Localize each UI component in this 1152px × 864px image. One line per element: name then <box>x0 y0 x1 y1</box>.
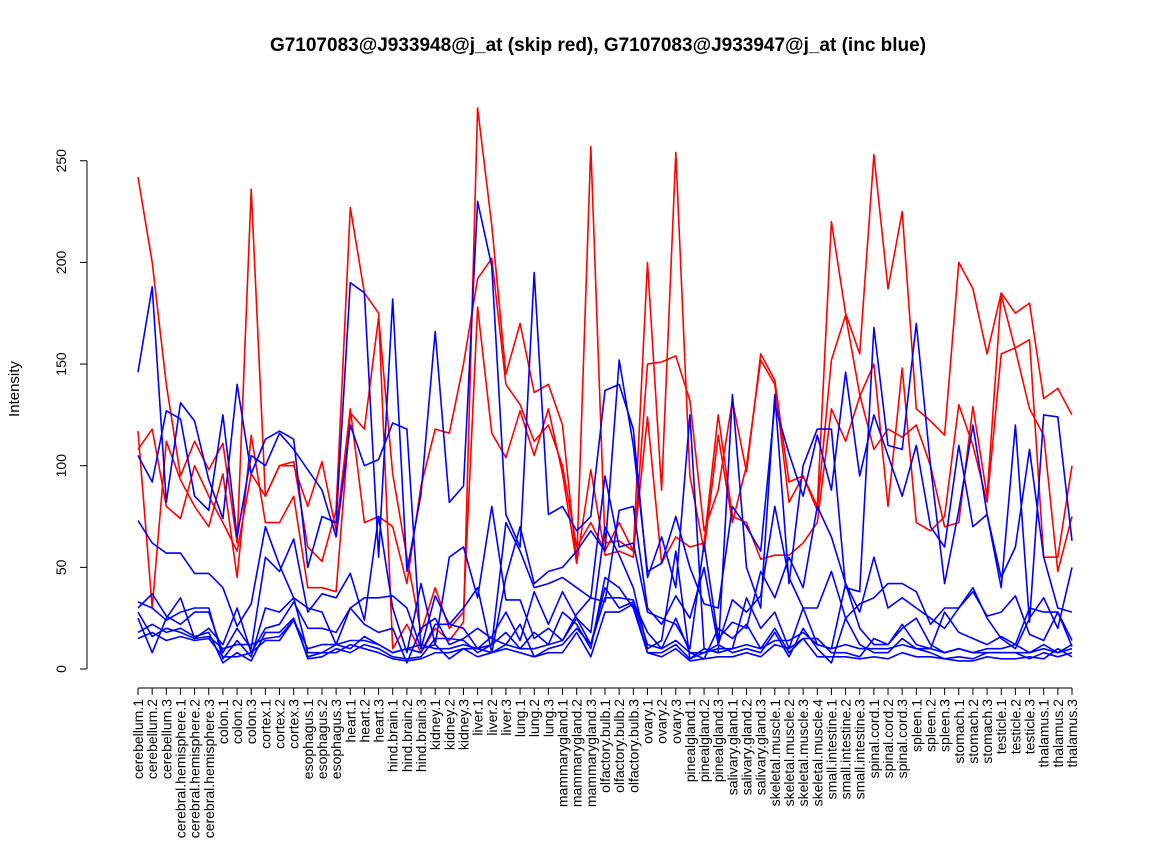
y-tick-label: 100 <box>53 454 69 478</box>
x-tick-label: small.intestine.1 <box>823 699 839 800</box>
inc-series-line <box>137 525 1073 660</box>
x-tick-label: hind.brain.1 <box>385 699 401 772</box>
x-tick-label: stomach.2 <box>965 699 981 764</box>
x-tick-label: liver.1 <box>470 699 486 736</box>
x-tick-label: skeletal.muscle.3 <box>795 699 811 807</box>
x-tick-label: cortex.2 <box>272 699 288 749</box>
x-tick-label: spleen.1 <box>908 699 924 752</box>
x-tick-label: lung.3 <box>540 699 556 737</box>
x-tick-label: testicle.3 <box>1022 699 1038 754</box>
x-tick-label: mammarygland.2 <box>569 699 585 807</box>
x-tick-label: cerebral.hemisphere.3 <box>201 699 217 839</box>
inc-series-line <box>137 475 1073 660</box>
x-tick-label: esophagus.2 <box>314 699 330 779</box>
inc-series-line <box>137 200 1073 654</box>
y-tick-label: 50 <box>53 559 69 575</box>
inc-series-line <box>137 586 1073 664</box>
x-tick-label: skeletal.muscle.1 <box>767 699 783 807</box>
x-tick-label: thalamus.1 <box>1036 699 1052 768</box>
x-tick-label: ovary.3 <box>668 699 684 744</box>
x-tick-label: small.intestine.3 <box>852 699 868 800</box>
x-tick-label: kidney.2 <box>441 699 457 750</box>
x-tick-label: lung.1 <box>512 699 528 737</box>
x-tick-label: cerebral.hemisphere.2 <box>187 699 203 839</box>
x-tick-label: thalamus.2 <box>1050 699 1066 768</box>
x-tick-label: liver.2 <box>484 699 500 736</box>
x-tick-label: heart.3 <box>371 699 387 743</box>
x-tick-label: hind.brain.2 <box>399 699 415 772</box>
x-tick-label: skeletal.muscle.2 <box>781 699 797 807</box>
x-tick-label: esophagus.3 <box>328 699 344 779</box>
inc-series-line <box>137 359 1073 654</box>
x-tick-label: colon.3 <box>243 699 259 744</box>
x-tick-label: mammarygland.3 <box>583 699 599 807</box>
x-tick-label: olfactory.bulb.2 <box>611 699 627 793</box>
x-tick-label: pinealgland.2 <box>696 699 712 783</box>
x-tick-label: spinal.cord.1 <box>866 699 882 779</box>
x-tick-label: ovary.2 <box>654 699 670 744</box>
x-tick-label: spleen.3 <box>937 699 953 752</box>
y-axis: 0 50 100 150 200 250 <box>53 149 88 673</box>
x-tick-label: spinal.cord.3 <box>894 699 910 779</box>
x-tick-label: cerebellum.2 <box>144 699 160 779</box>
x-tick-label: testicle.1 <box>993 699 1009 754</box>
x-tick-label: salivary.gland.2 <box>739 699 755 795</box>
x-tick-label: lung.2 <box>526 699 542 737</box>
y-tick-label: 150 <box>53 352 69 376</box>
y-tick-label: 250 <box>53 149 69 173</box>
x-tick-label: hind.brain.3 <box>413 699 429 772</box>
x-tick-label: thalamus.3 <box>1064 699 1080 768</box>
x-tick-label: olfactory.bulb.3 <box>625 699 641 793</box>
x-tick-label: small.intestine.2 <box>838 699 854 800</box>
inc-series-line <box>137 596 1073 654</box>
x-tick-label: spinal.cord.2 <box>880 699 896 779</box>
x-tick-label: heart.2 <box>356 699 372 743</box>
x-tick-label: colon.2 <box>229 699 245 744</box>
chart-title: G7107083@J933948@j_at (skip red), G71070… <box>270 35 926 56</box>
y-axis-label: Intensity <box>6 361 23 417</box>
x-tick-label: cerebellum.1 <box>130 699 146 779</box>
x-tick-label: cerebellum.3 <box>158 699 174 779</box>
x-tick-label: pinealgland.3 <box>710 699 726 783</box>
y-tick-label: 200 <box>53 251 69 275</box>
x-tick-label: cortex.3 <box>286 699 302 749</box>
x-tick-label: testicle.2 <box>1007 699 1023 754</box>
x-tick-label: kidney.1 <box>427 699 443 750</box>
x-tick-label: colon.1 <box>215 699 231 744</box>
inc-series-line <box>137 505 1073 654</box>
x-tick-label: stomach.1 <box>951 699 967 764</box>
x-tick-label: olfactory.bulb.1 <box>597 699 613 793</box>
x-tick-label: kidney.3 <box>455 699 471 750</box>
x-tick-label: skeletal.muscle.4 <box>809 699 825 807</box>
y-tick-label: 0 <box>53 665 69 673</box>
x-tick-label: spleen.2 <box>922 699 938 752</box>
x-tick-label: cortex.1 <box>257 699 273 749</box>
x-tick-label: esophagus.1 <box>300 699 316 779</box>
x-tick-label: liver.3 <box>498 699 514 736</box>
x-tick-label: stomach.3 <box>979 699 995 764</box>
x-tick-label: cerebral.hemisphere.1 <box>172 699 188 839</box>
x-axis: cerebellum.1cerebellum.2cerebellum.3cere… <box>130 687 1080 839</box>
x-tick-label: mammarygland.1 <box>555 699 571 807</box>
x-tick-label: salivary.gland.3 <box>753 699 769 795</box>
series-lines <box>137 107 1073 664</box>
x-tick-label: ovary.1 <box>639 699 655 744</box>
x-tick-label: salivary.gland.1 <box>724 699 740 795</box>
x-tick-label: heart.1 <box>342 699 358 743</box>
skip-series-line <box>137 294 1073 634</box>
x-tick-label: pinealgland.1 <box>682 699 698 783</box>
